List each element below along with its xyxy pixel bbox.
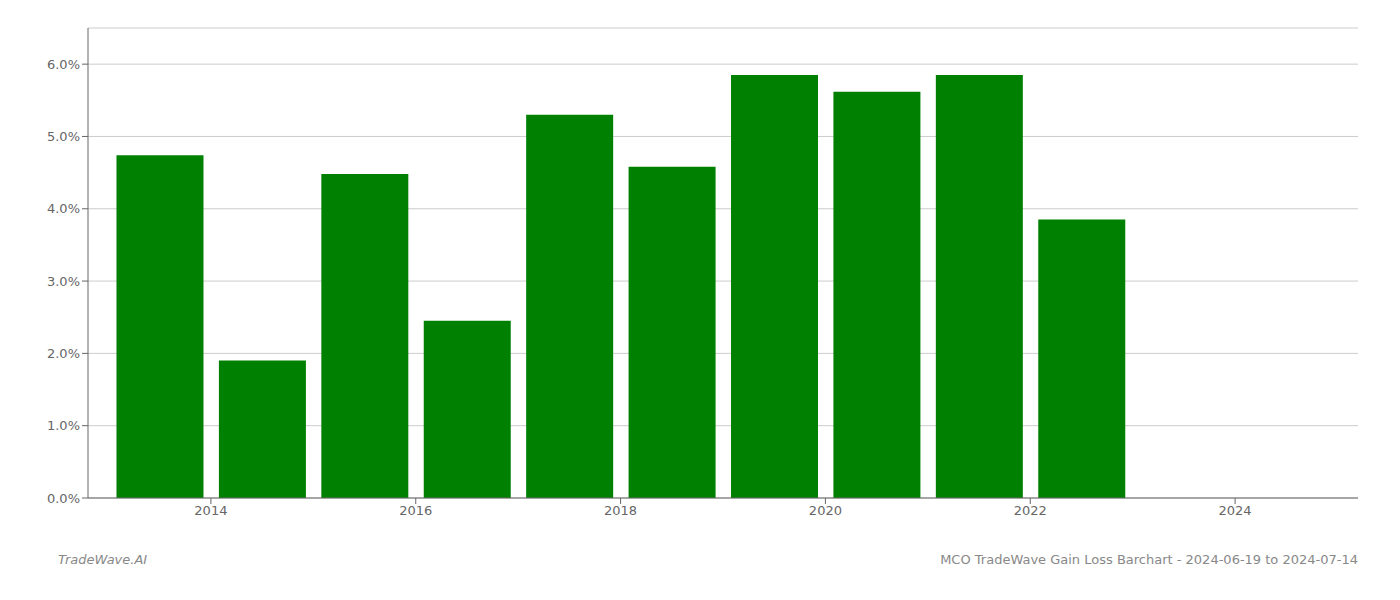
svg-text:2.0%: 2.0% xyxy=(47,346,80,361)
html-text:TradeWave.AI: TradeWave.AI xyxy=(58,552,148,567)
svg-text:4.0%: 4.0% xyxy=(47,201,80,216)
svg-text:2024: 2024 xyxy=(1219,503,1252,518)
svg-text:3.0%: 3.0% xyxy=(47,274,80,289)
svg-text:2014: 2014 xyxy=(194,503,227,518)
svg-text:2020: 2020 xyxy=(809,503,842,518)
svg-text:5.0%: 5.0% xyxy=(47,129,80,144)
svg-text:0.0%: 0.0% xyxy=(47,491,80,506)
svg-text:2016: 2016 xyxy=(399,503,432,518)
svg-text:1.0%: 1.0% xyxy=(47,418,80,433)
html-text:MCO TradeWave Gain Loss Barcha: MCO TradeWave Gain Loss Barchart - 2024-… xyxy=(940,552,1358,567)
svg-text:6.0%: 6.0% xyxy=(47,57,80,72)
svg-text:2022: 2022 xyxy=(1014,503,1047,518)
svg-text:2018: 2018 xyxy=(604,503,637,518)
